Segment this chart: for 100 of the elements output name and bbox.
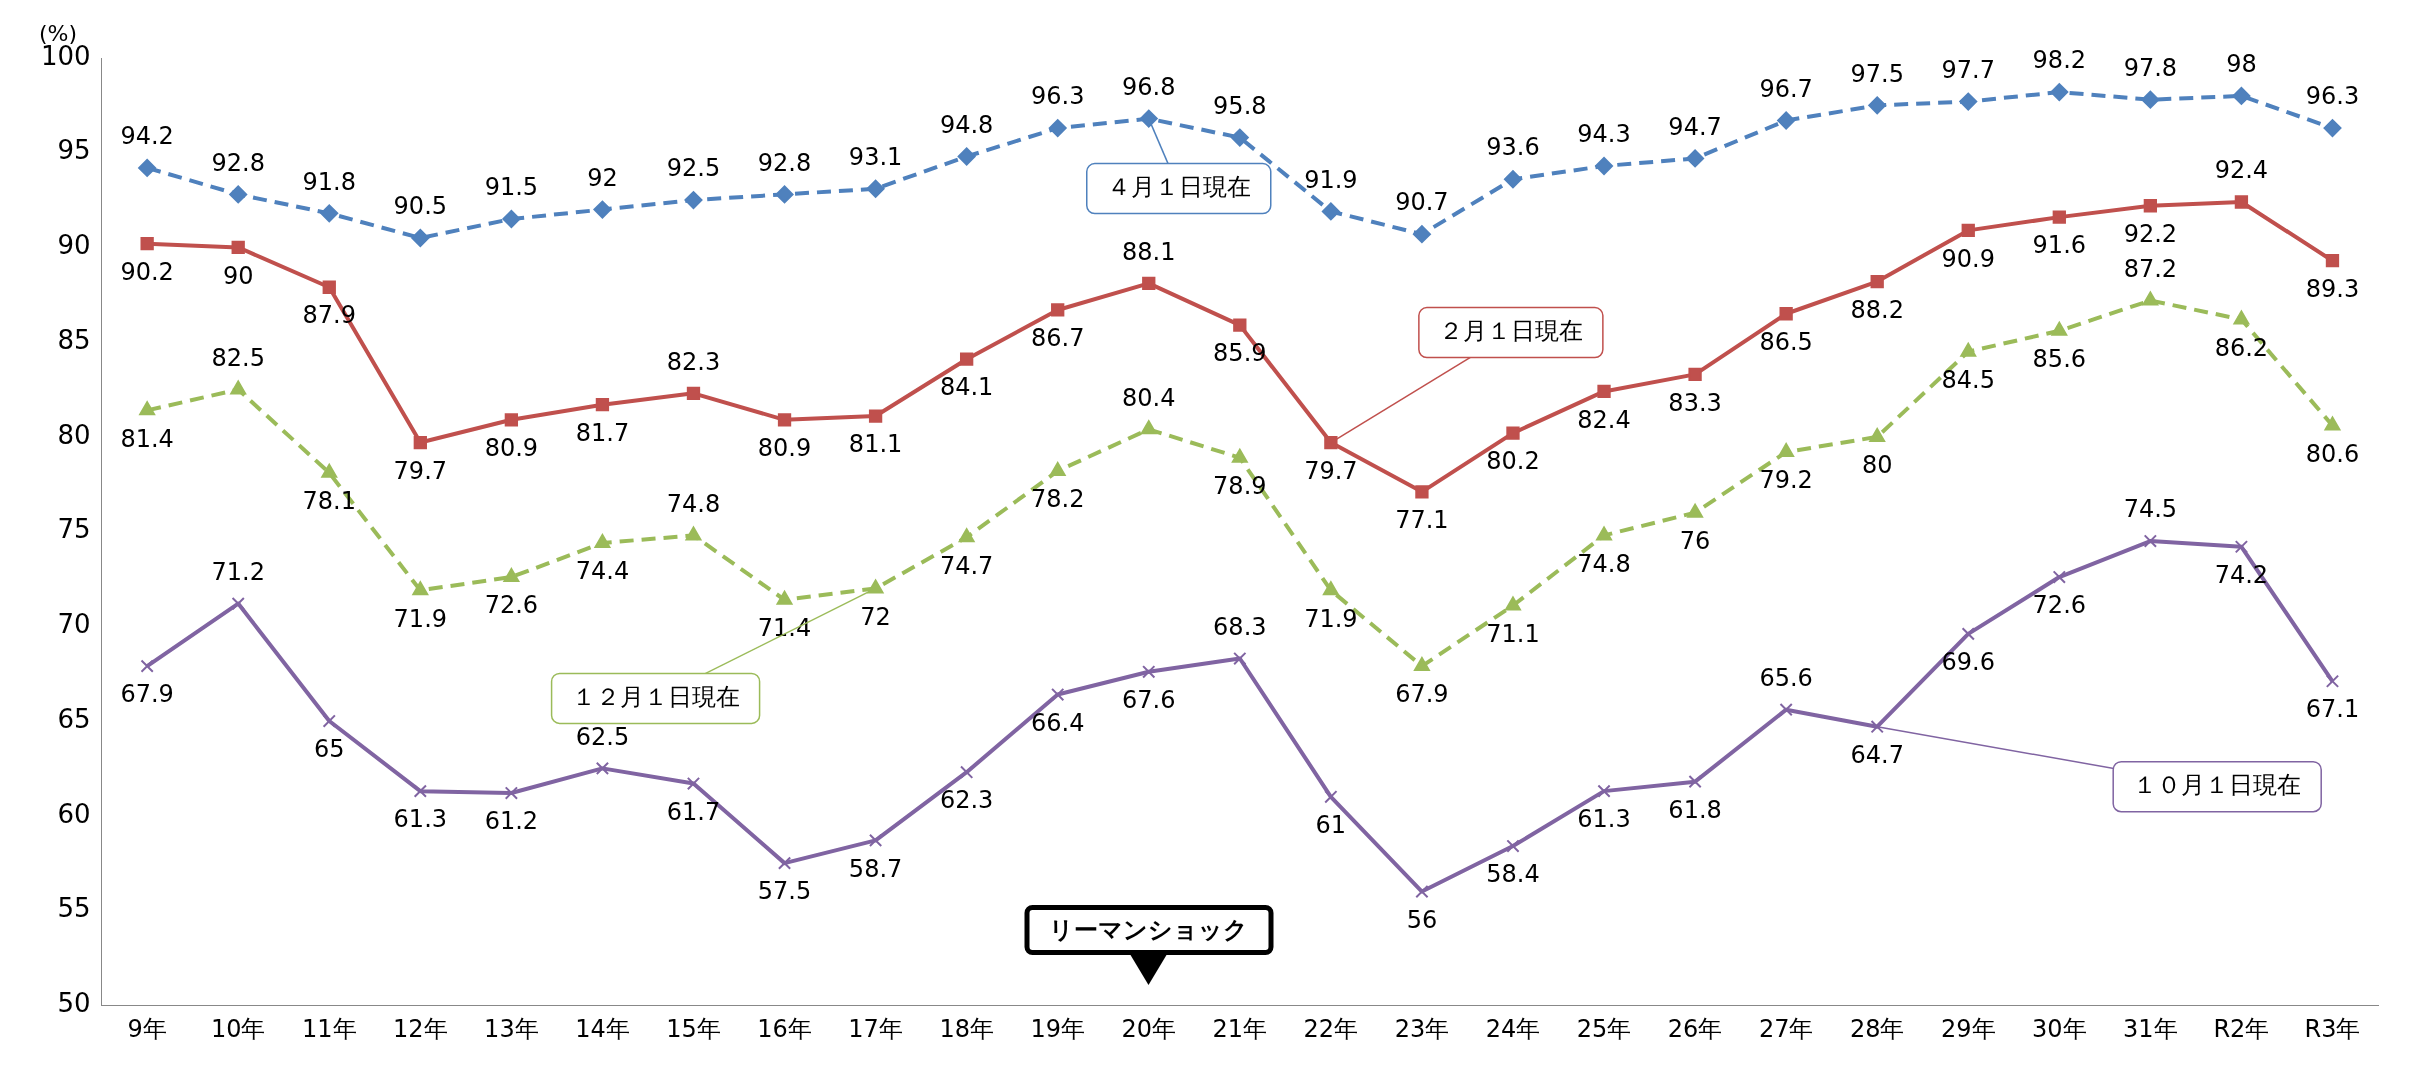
data-label: 58.4 — [1486, 860, 1540, 889]
data-label: 97.7 — [1941, 55, 1995, 84]
data-label: 68.3 — [1213, 612, 1267, 641]
data-label: 61.3 — [1577, 805, 1631, 834]
y-tick-label: 60 — [57, 798, 91, 829]
data-label: 74.5 — [2123, 495, 2178, 524]
data-label: 56 — [1406, 905, 1438, 934]
data-label: 67.6 — [1122, 686, 1176, 715]
series-label: ４月１日現在 — [1106, 172, 1251, 201]
series-label: ２月１日現在 — [1438, 316, 1583, 345]
x-tick-label: 13年 — [484, 1014, 539, 1043]
data-label: 74.8 — [666, 489, 721, 518]
data-label: 92.5 — [666, 154, 721, 183]
data-label: 85.6 — [2032, 345, 2087, 374]
data-label: 62.3 — [939, 786, 994, 815]
data-label: 94.2 — [120, 122, 174, 151]
data-label: 98 — [2226, 50, 2257, 79]
data-label: 84.1 — [939, 373, 994, 402]
data-label: 62.5 — [575, 722, 630, 751]
data-label: 92.8 — [757, 148, 812, 177]
data-label: 96.7 — [1759, 74, 1813, 103]
x-tick-label: 19年 — [1030, 1014, 1085, 1043]
data-label: 86.2 — [2214, 333, 2269, 362]
data-label: 80.9 — [757, 434, 812, 463]
data-label: 69.6 — [1941, 648, 1995, 677]
y-tick-label: 80 — [57, 419, 91, 450]
data-label: 81.1 — [848, 430, 903, 459]
data-label: 83.3 — [1668, 388, 1722, 417]
x-tick-label: R2年 — [2213, 1014, 2270, 1043]
data-label: 90.7 — [1395, 188, 1449, 217]
data-label: 86.7 — [1030, 324, 1085, 353]
data-label: 97.5 — [1850, 59, 1904, 88]
x-tick-label: 15年 — [666, 1014, 721, 1043]
data-label: 71.1 — [1486, 619, 1540, 648]
x-tick-label: 17年 — [848, 1014, 903, 1043]
text: １２月１日現在 — [571, 682, 740, 711]
data-label: 65 — [313, 735, 345, 764]
data-label: 92.4 — [2214, 156, 2269, 185]
data-label: 72 — [860, 602, 891, 631]
x-tick-label: 23年 — [1394, 1014, 1450, 1043]
data-label: 92.8 — [211, 148, 265, 177]
x-tick-label: 18年 — [939, 1014, 994, 1043]
data-label: 74.8 — [1577, 549, 1631, 578]
data-label: 67.1 — [2305, 695, 2360, 724]
data-label: 61.3 — [393, 805, 448, 834]
data-label: 90.2 — [120, 257, 174, 286]
data-label: 88.1 — [1122, 237, 1176, 266]
x-tick-label: 28年 — [1849, 1014, 1905, 1043]
data-label: 81.7 — [575, 418, 630, 447]
x-tick-label: 22年 — [1303, 1014, 1359, 1043]
x-tick-label: 10年 — [210, 1014, 266, 1043]
data-label: 61.8 — [1668, 795, 1722, 824]
data-label: 91.9 — [1304, 165, 1358, 194]
data-label: 81.4 — [120, 424, 174, 453]
data-label: 94.3 — [1577, 120, 1631, 149]
data-label: 89.3 — [2305, 274, 2360, 303]
data-label: 65.6 — [1759, 663, 1813, 692]
y-tick-label: 65 — [57, 703, 91, 734]
x-tick-label: 27年 — [1758, 1014, 1814, 1043]
data-label: 97.8 — [2123, 53, 2178, 82]
annotation: リーマンショック — [1024, 905, 1274, 956]
y-tick-label: 70 — [57, 609, 91, 640]
data-label: 61.2 — [484, 807, 539, 836]
data-label: 82.3 — [666, 347, 721, 376]
y-tick-label: 50 — [57, 987, 91, 1018]
data-label: 78.2 — [1030, 485, 1085, 514]
x-tick-label: 12年 — [393, 1014, 448, 1043]
data-label: 98.2 — [2032, 46, 2087, 75]
x-tick-label: 25年 — [1576, 1014, 1632, 1043]
data-label: 82.5 — [211, 343, 265, 372]
data-label: 79.7 — [1304, 456, 1358, 485]
data-label: 88.2 — [1850, 295, 1904, 324]
data-label: 71.9 — [1304, 604, 1358, 633]
data-label: 84.5 — [1941, 365, 1995, 394]
data-label: 82.4 — [1577, 405, 1631, 434]
data-label: 74.4 — [575, 557, 630, 586]
data-label: 94.8 — [939, 110, 994, 139]
data-label: 80.6 — [2305, 439, 2360, 468]
x-tick-label: 21年 — [1212, 1014, 1268, 1043]
data-label: 94.7 — [1668, 112, 1722, 141]
x-tick-label: 24年 — [1485, 1014, 1541, 1043]
data-label: 95.8 — [1213, 91, 1267, 120]
data-label: 93.1 — [848, 142, 903, 171]
data-label: 72.6 — [2032, 591, 2087, 620]
x-tick-label: 31年 — [2123, 1014, 2178, 1043]
data-label: 90.9 — [1941, 244, 1995, 273]
data-label: 79.7 — [393, 456, 448, 485]
data-label: 91.5 — [484, 173, 539, 202]
data-label: 86.5 — [1759, 327, 1813, 356]
data-label: 57.5 — [757, 877, 812, 906]
x-tick-label: 30年 — [2032, 1014, 2087, 1043]
data-label: 78.9 — [1213, 471, 1267, 500]
data-label: 66.4 — [1030, 708, 1085, 737]
data-label: 79.2 — [1759, 466, 1813, 495]
x-tick-label: 20年 — [1121, 1014, 1177, 1043]
x-tick-label: 26年 — [1667, 1014, 1723, 1043]
y-tick-label: 90 — [57, 230, 91, 261]
data-label: 71.2 — [211, 557, 265, 586]
data-label: 67.9 — [1395, 680, 1449, 709]
x-tick-label: 16年 — [757, 1014, 812, 1043]
